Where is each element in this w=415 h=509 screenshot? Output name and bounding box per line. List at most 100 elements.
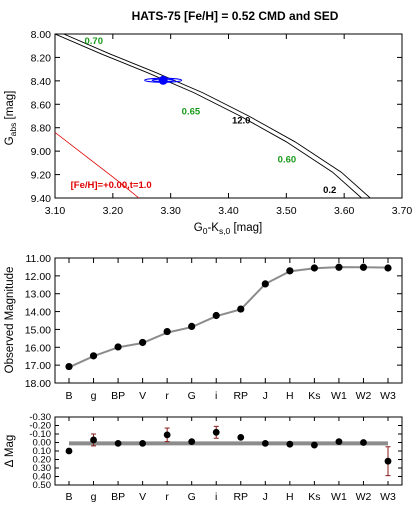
y-tick-label: -0.10 — [29, 429, 51, 440]
cmd-labels: 0.70 0.65 0.60 12.0 0.2 [Fe/H]=+0.00,t=1.0 — [71, 36, 337, 196]
x-tick-label: W2 — [356, 491, 372, 503]
x-tick-label: G — [188, 491, 196, 503]
y-tick-label: 0.50 — [33, 480, 52, 491]
sed-point-W1 — [335, 263, 343, 271]
sed-ticks: 11.00 12.00 13.00 14.00 15.00 16.00 17.00 18.00… — [25, 253, 402, 402]
x-tick-label: B — [65, 491, 72, 503]
x-tick-label: 3.40 — [218, 205, 239, 217]
x-tick-label: BP — [111, 491, 125, 503]
x-tick-label: 3.30 — [160, 205, 181, 217]
y-tick-label: 8.40 — [31, 76, 52, 88]
sed-point-g — [89, 352, 98, 360]
mass-label: 0.65 — [182, 106, 201, 117]
sed-point-RP — [237, 305, 245, 313]
residual-ylabel: Δ Mag — [4, 435, 16, 468]
sed-point-J — [261, 280, 269, 288]
x-tick-label: W1 — [331, 491, 347, 503]
x-tick-label: 3.50 — [276, 205, 297, 217]
y-tick-label: 14.00 — [25, 307, 51, 319]
sed-point-B — [65, 362, 73, 371]
cmd-ticks: 3.10 3.20 3.30 3.40 3.50 3.60 3.70 8.00 8.20 8.40… — [31, 29, 413, 217]
star-point — [158, 75, 168, 85]
sed-point-H — [286, 267, 294, 275]
sed-ylabel: Observed Magnitude — [4, 267, 16, 374]
y-tick-label: 9.00 — [31, 146, 52, 158]
reference-isochrone-label: [Fe/H]=+0.00,t=1.0 — [71, 180, 152, 191]
residual-point-J — [261, 439, 269, 447]
x-tick-label: RP — [233, 390, 248, 402]
cmd-ylabel: Gabs [mag] — [4, 91, 18, 146]
x-tick-label: H — [286, 390, 294, 402]
sed-point-W3 — [384, 264, 392, 272]
x-tick-label: W3 — [380, 491, 396, 503]
y-tick-label: -0.20 — [29, 421, 51, 432]
residual-point-B — [65, 447, 73, 455]
y-tick-label: 9.40 — [31, 193, 52, 205]
residual-point-BP — [114, 439, 122, 447]
x-tick-label: W1 — [331, 390, 347, 402]
y-tick-label: 0.20 — [33, 455, 52, 466]
reference-isochrone-line — [55, 132, 140, 198]
x-tick-label: 3.20 — [103, 205, 124, 217]
x-tick-label: RP — [233, 491, 248, 503]
x-tick-label: W3 — [380, 390, 396, 402]
residual-point-G — [188, 438, 196, 446]
figure-title: HATS-75 [Fe/H] = 0.52 CMD and SED — [132, 9, 339, 23]
sed-point-G — [188, 322, 196, 330]
residual-point-H — [286, 440, 294, 448]
x-tick-label: Ks — [308, 491, 320, 503]
cmd-panel: 0.70 0.65 0.60 12.0 0.2 [Fe/H]=+0.00,t=1.0 3.… — [4, 29, 412, 236]
y-tick-label: 16.00 — [25, 342, 51, 354]
residual-point-r — [163, 431, 171, 439]
sed-point-i — [212, 311, 220, 320]
x-tick-label: r — [165, 390, 169, 402]
x-tick-label: Ks — [308, 390, 320, 402]
age-label: 12.0 — [232, 116, 251, 127]
residual-point-W2 — [360, 439, 367, 446]
residual-point-Ks — [310, 441, 318, 449]
y-tick-label: 9.20 — [31, 170, 52, 182]
y-tick-label: 12.00 — [25, 271, 51, 283]
x-tick-label: V — [139, 390, 146, 402]
age-label: 0.2 — [323, 185, 336, 196]
x-tick-label: J — [263, 491, 268, 503]
y-tick-label: 0.00 — [33, 438, 52, 449]
x-tick-label: BP — [111, 390, 125, 402]
y-tick-label: 8.00 — [31, 29, 52, 41]
sed-point-BP — [114, 343, 122, 351]
residual-point-W1 — [335, 438, 343, 446]
sed-series — [65, 263, 392, 371]
residual-point-RP — [237, 434, 245, 441]
mass-label: 0.70 — [84, 36, 103, 47]
residual-ticks: -0.30-0.20-0.100.000.100.200.300.400.50 B… — [29, 412, 402, 503]
y-tick-label: 8.60 — [31, 99, 52, 111]
x-tick-label: J — [263, 390, 268, 402]
sed-model-line — [68, 266, 389, 369]
residual-point-V — [139, 439, 147, 447]
x-tick-label: r — [165, 491, 169, 503]
residual-point-i — [212, 428, 220, 436]
sed-frame — [54, 257, 403, 384]
residual-panel: -0.30-0.20-0.100.000.100.200.300.400.50 B… — [4, 412, 403, 503]
x-tick-label: B — [65, 390, 72, 402]
x-tick-label: g — [91, 390, 97, 402]
x-tick-label: W2 — [356, 390, 372, 402]
y-tick-label: 17.00 — [25, 360, 51, 372]
sed-point-W2 — [359, 263, 368, 271]
x-tick-label: 3.10 — [45, 205, 66, 217]
y-tick-label: 8.20 — [31, 52, 52, 64]
residual-series — [65, 425, 392, 477]
x-tick-label: i — [215, 491, 217, 503]
x-tick-label: G — [188, 390, 196, 402]
y-tick-label: 0.10 — [33, 446, 52, 457]
cmd-series — [55, 34, 371, 198]
cmd-frame — [54, 33, 403, 199]
y-tick-label: 0.40 — [33, 472, 52, 483]
x-tick-label: V — [139, 491, 146, 503]
x-tick-label: i — [215, 390, 217, 402]
x-tick-label: 3.60 — [334, 205, 355, 217]
y-tick-label: 15.00 — [25, 324, 51, 336]
isochrone-line-2 — [63, 34, 371, 198]
sed-point-V — [139, 338, 147, 347]
